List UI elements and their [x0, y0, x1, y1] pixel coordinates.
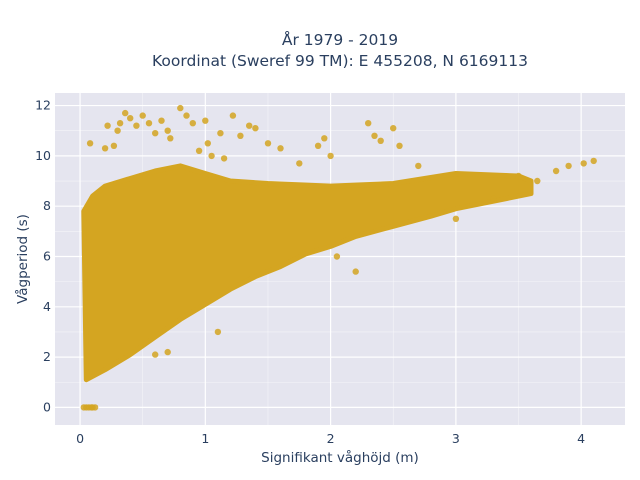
scatter-point	[352, 268, 359, 275]
scatter-point	[152, 351, 159, 358]
x-tick-label: 0	[76, 431, 84, 446]
dense-point-cloud	[81, 163, 534, 383]
scatter-point	[490, 195, 497, 202]
scatter-point	[321, 135, 328, 142]
scatter-point	[534, 177, 541, 185]
scatter-point	[202, 117, 209, 124]
scatter-point	[116, 120, 124, 127]
scatter-point	[114, 127, 121, 134]
scatter-point	[296, 160, 303, 167]
scatter-point	[133, 122, 140, 129]
y-tick-label: 6	[43, 248, 51, 263]
y-axis-ticks: 0 2 4 6 8 10 12	[35, 98, 51, 415]
scatter-point	[264, 140, 272, 147]
y-axis-label: Vågperiod (s)	[14, 214, 31, 304]
scatter-point	[177, 104, 184, 112]
scatter-point	[365, 120, 372, 127]
scatter-point	[333, 253, 341, 260]
scatter-point	[183, 112, 190, 119]
scatter-point	[390, 125, 397, 132]
y-tick-label: 8	[43, 198, 51, 213]
scatter-point	[214, 328, 222, 336]
chart-title-line2: Koordinat (Sweref 99 TM): E 455208, N 61…	[152, 52, 528, 70]
scatter-points	[80, 104, 597, 411]
x-tick-label: 2	[327, 431, 335, 446]
scatter-point	[277, 145, 284, 152]
x-axis-label: Signifikant våghöjd (m)	[261, 449, 419, 466]
scatter-point	[246, 122, 253, 129]
scatter-point	[139, 112, 146, 119]
scatter-point	[217, 130, 224, 137]
x-tick-label: 4	[577, 431, 585, 446]
scatter-point	[101, 145, 109, 152]
scatter-point	[314, 142, 322, 149]
scatter-point	[237, 132, 244, 139]
scatter-point	[167, 135, 174, 142]
scatter-point	[377, 137, 384, 144]
scatter-point	[552, 167, 560, 175]
scatter-point	[396, 142, 403, 149]
scatter-point	[371, 132, 378, 139]
scatter-point	[590, 157, 597, 165]
scatter-point	[104, 122, 111, 129]
scatter-point	[189, 120, 196, 127]
scatter-point	[452, 215, 460, 222]
scatter-point	[127, 115, 134, 122]
y-tick-label: 12	[35, 98, 51, 113]
scatter-point	[158, 117, 165, 124]
x-tick-label: 1	[201, 431, 209, 446]
scatter-point	[110, 142, 118, 149]
point-cloud	[81, 163, 534, 383]
scatter-point	[204, 140, 211, 147]
scatter-point	[220, 155, 228, 162]
y-tick-label: 10	[35, 148, 51, 163]
scatter-point	[515, 172, 522, 180]
scatter-point	[415, 162, 422, 170]
scatter-point	[195, 147, 203, 154]
scatter-point	[565, 162, 572, 170]
scatter-point	[91, 404, 99, 411]
scatter-point	[145, 120, 153, 127]
x-axis-ticks: 0 1 2 3 4	[76, 431, 585, 446]
scatter-point	[122, 109, 129, 117]
scatter-point	[164, 348, 171, 356]
scatter-point	[229, 112, 237, 119]
x-tick-label: 3	[452, 431, 460, 446]
scatter-point	[164, 127, 171, 134]
chart-title-line1: År 1979 - 2019	[282, 30, 398, 49]
scatter-point	[86, 140, 94, 147]
scatter-point	[327, 152, 334, 160]
y-tick-label: 4	[43, 299, 51, 314]
scatter-point	[252, 125, 259, 132]
scatter-point	[580, 160, 587, 167]
scatter-point	[152, 130, 159, 137]
y-tick-label: 2	[43, 349, 51, 364]
y-tick-label: 0	[43, 399, 51, 414]
scatter-point	[208, 152, 215, 160]
